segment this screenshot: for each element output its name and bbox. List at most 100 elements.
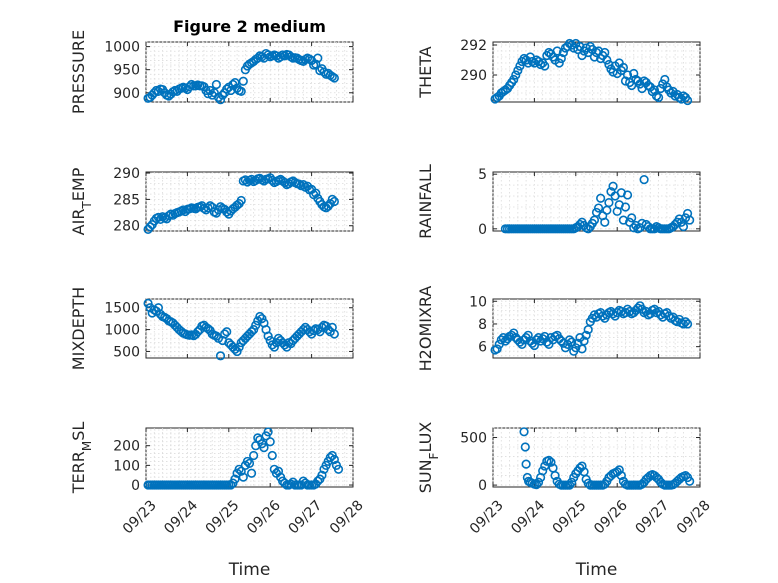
data-point [678, 319, 689, 329]
data-point [596, 193, 606, 203]
data-point [249, 450, 259, 461]
data-point [625, 306, 635, 317]
data-point [616, 470, 626, 481]
data-point [604, 59, 614, 70]
data-point [527, 56, 537, 67]
y-tick-label: 500 [460, 431, 487, 447]
data-point [633, 303, 643, 313]
data-point [313, 476, 323, 486]
subplot-3: 280 285 290 AIRTEMP [69, 166, 354, 235]
data-point [629, 223, 639, 233]
y-tick-label: 1500 [104, 301, 140, 317]
data-point [608, 181, 618, 191]
data-point [682, 95, 693, 106]
y-axis-label: TERRMSL [69, 422, 94, 495]
data-point [515, 61, 525, 71]
y-tick-label: 290 [113, 166, 140, 182]
data-point [211, 79, 221, 90]
data-point [651, 91, 662, 101]
data-point [581, 43, 591, 53]
data-point [511, 70, 521, 80]
data-point [540, 61, 550, 71]
subplot-2: 290 292 THETA [416, 38, 701, 106]
data-point [329, 73, 339, 83]
data-point [232, 346, 242, 357]
data-point [627, 213, 637, 223]
data-point [234, 342, 244, 352]
data-point [531, 335, 542, 345]
data-point [509, 74, 519, 85]
data-point [211, 331, 221, 341]
data-point [311, 188, 321, 198]
data-point [571, 343, 581, 353]
data-series [143, 427, 344, 490]
y-tick-label: 8 [478, 317, 487, 333]
data-point [269, 342, 279, 352]
y-tick-label: 1000 [104, 323, 140, 339]
data-point [682, 319, 693, 329]
data-point [215, 351, 226, 361]
data-point [536, 59, 546, 70]
data-point [678, 222, 689, 232]
data-point [600, 217, 610, 227]
data-point [244, 458, 255, 469]
data-point [558, 47, 568, 58]
y-tick-label: 290 [460, 68, 487, 84]
subplot-4: 0 5 RAINFALL [416, 164, 701, 239]
data-point [583, 325, 593, 335]
data-point [608, 67, 618, 77]
data-point [550, 470, 560, 481]
data-point [620, 202, 631, 212]
data-point [589, 52, 600, 62]
data-point [685, 476, 695, 486]
data-point [222, 84, 232, 94]
data-point [620, 76, 631, 86]
data-point [273, 466, 284, 476]
y-tick-label: 500 [113, 344, 140, 360]
data-series [490, 301, 693, 356]
data-point [629, 68, 639, 79]
data-point [656, 83, 666, 94]
data-point [577, 461, 587, 471]
data-point [230, 78, 240, 88]
data-point [249, 324, 259, 335]
y-tick-label: 100 [113, 458, 140, 474]
data-point [653, 92, 664, 103]
data-point [569, 43, 579, 53]
data-point [567, 477, 577, 487]
y-tick-label: 0 [478, 222, 487, 238]
data-point [664, 311, 674, 321]
y-tick-label: 0 [131, 478, 140, 494]
data-point [523, 330, 533, 340]
data-point [538, 466, 548, 476]
data-series [500, 175, 695, 234]
data-series [519, 427, 695, 490]
data-series [143, 298, 339, 361]
data-point [519, 427, 529, 437]
data-point [267, 450, 277, 461]
data-point [523, 58, 533, 68]
data-point [627, 80, 637, 91]
data-point [327, 194, 337, 204]
x-axis-label: Time [575, 560, 618, 580]
data-point [509, 328, 519, 338]
data-point [143, 298, 153, 308]
data-point [230, 474, 240, 484]
data-point [496, 335, 506, 345]
data-point [602, 55, 612, 65]
data-point [639, 175, 649, 185]
data-point [529, 340, 540, 351]
y-axis-label: THETA [416, 46, 435, 98]
data-point [317, 470, 327, 480]
y-tick-label: 0 [478, 478, 487, 494]
data-point [217, 90, 228, 100]
data-point [246, 174, 257, 184]
y-axis-label: AIRTEMP [69, 167, 94, 235]
data-point [517, 339, 527, 349]
data-point [236, 86, 246, 96]
data-point [674, 92, 684, 103]
data-point [329, 454, 339, 465]
y-tick-label: 950 [113, 63, 140, 79]
data-point [579, 336, 589, 346]
